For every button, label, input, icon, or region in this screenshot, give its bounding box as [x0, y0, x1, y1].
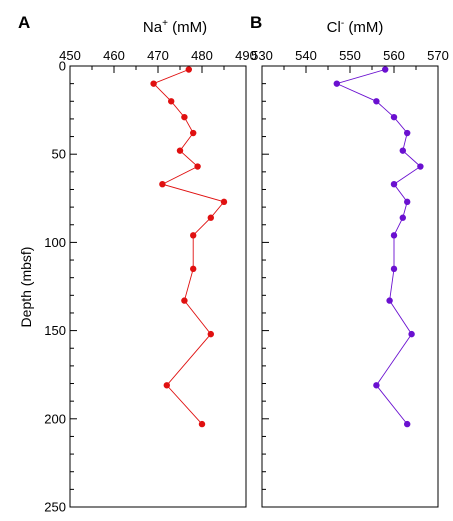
- y-tick-label: 150: [44, 323, 66, 338]
- data-point: [404, 198, 411, 206]
- data-point: [181, 113, 188, 121]
- data-point: [382, 66, 389, 73]
- x-tick-label: 530: [251, 48, 273, 63]
- panel-b-title-unit: (mM): [344, 19, 383, 36]
- x-tick-label: 560: [383, 48, 405, 63]
- data-point: [194, 163, 201, 170]
- panel-a-x-ticks: 450 460 470 480 490: [59, 48, 257, 73]
- x-tick-label: 470: [147, 48, 169, 63]
- panel-b-title-main: Cl: [327, 19, 341, 36]
- y-axis-label: Depth (mbsf): [18, 247, 34, 328]
- data-point: [220, 198, 228, 206]
- data-point: [190, 129, 197, 137]
- series-line: [335, 69, 422, 425]
- data-point: [168, 98, 175, 105]
- panel-a-y-ticks: 0 50 100 150 200 250: [44, 59, 77, 515]
- data-point: [176, 147, 184, 154]
- y-tick-label: 50: [52, 147, 66, 162]
- series-line: [152, 69, 225, 425]
- panel-a-title-unit: (mM): [168, 19, 207, 36]
- x-tick-label: 570: [427, 48, 449, 63]
- panel-b-series: [333, 66, 424, 428]
- panel-a-na: A Na+ (mM) 450 460 470 480 490 0 50 100 150 200 2…: [18, 13, 257, 515]
- data-point: [190, 232, 197, 239]
- y-tick-label: 250: [44, 500, 66, 515]
- data-point: [333, 80, 340, 87]
- panel-a-title-main: Na: [143, 19, 163, 36]
- data-point: [207, 330, 214, 338]
- data-point: [185, 66, 192, 73]
- data-point: [417, 163, 424, 170]
- panel-b-x-ticks: 530 540 550 560 570: [251, 48, 449, 73]
- data-point: [386, 297, 393, 304]
- data-point: [399, 214, 406, 221]
- panel-b-frame: [261, 65, 439, 508]
- data-point: [399, 147, 406, 154]
- data-point: [207, 214, 214, 221]
- panel-a-frame: [69, 65, 247, 508]
- y-tick-label: 200: [44, 411, 66, 426]
- data-point: [390, 180, 398, 188]
- panel-a-letter: A: [18, 13, 30, 32]
- panel-b-title: Cl- (mM): [327, 18, 384, 36]
- x-tick-label: 550: [339, 48, 361, 63]
- panel-a-series: [150, 66, 228, 428]
- data-point: [404, 129, 411, 137]
- data-point: [404, 420, 411, 428]
- x-tick-label: 450: [59, 48, 81, 63]
- x-tick-label: 460: [103, 48, 125, 63]
- data-point: [373, 98, 380, 105]
- data-point: [159, 180, 166, 188]
- data-point: [163, 382, 170, 389]
- panel-a-title-sup: +: [162, 18, 168, 29]
- data-point: [190, 265, 197, 273]
- data-point: [150, 80, 157, 87]
- data-point: [390, 265, 398, 273]
- y-tick-label: 0: [59, 59, 66, 74]
- x-tick-label: 540: [295, 48, 317, 63]
- data-point: [390, 113, 398, 121]
- panel-b-title-sup: -: [341, 18, 344, 29]
- data-point: [198, 420, 206, 428]
- data-point: [408, 330, 415, 338]
- data-point: [373, 382, 380, 389]
- y-tick-label: 100: [44, 235, 66, 250]
- data-point: [181, 297, 188, 304]
- panel-b-y-ticks: [262, 65, 269, 508]
- x-tick-label: 480: [191, 48, 213, 63]
- panel-a-title: Na+ (mM): [143, 18, 207, 36]
- x-tick-label: 490: [235, 48, 257, 63]
- panel-b-letter: B: [250, 13, 262, 32]
- data-point: [390, 232, 398, 239]
- panel-b-cl: B Cl- (mM) 530 540 550 560 570: [250, 13, 449, 508]
